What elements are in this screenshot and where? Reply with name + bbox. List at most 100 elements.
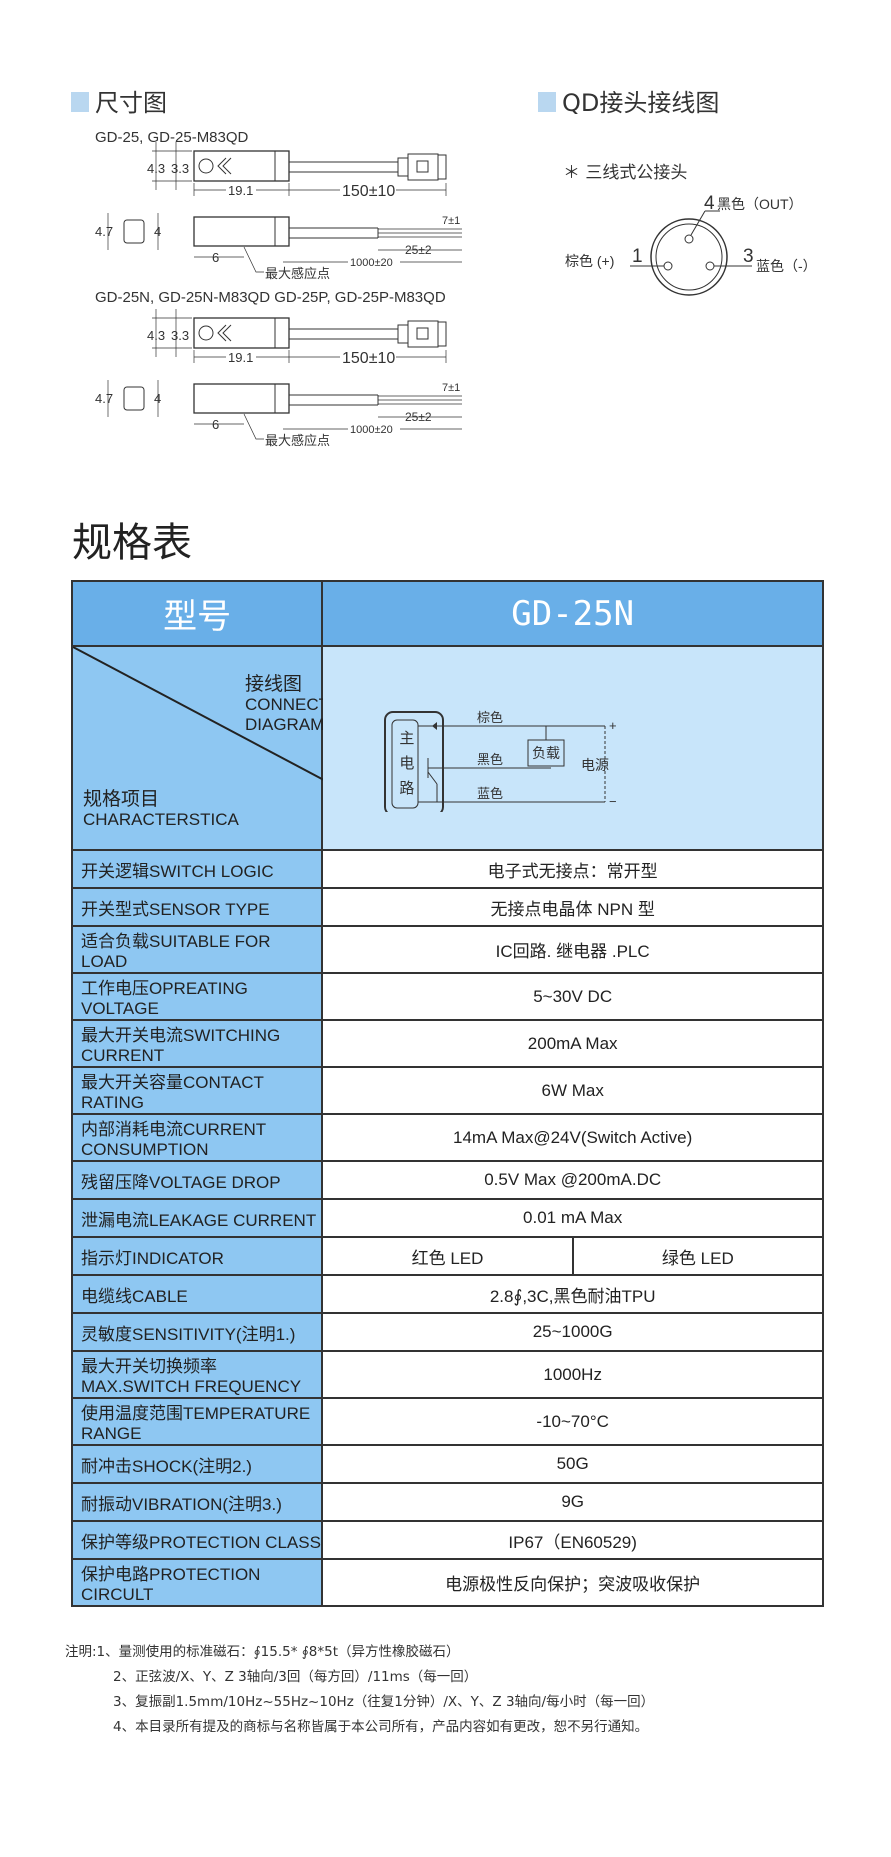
spec-value: IP67（EN60529) [321, 1520, 824, 1560]
table-row: 灵敏度SENSITIVITY(注明1.) 25~1000G [70, 1312, 824, 1352]
dimension-drawing-1: 4.3 3.3 19.1 150±10 4.7 4 7±1 25±2 1000±… [95, 142, 462, 281]
spec-title: 规格表 [72, 520, 192, 566]
diagram-row: 接线图 CONNECT DIAGRAM 规格项目 CHARACTERSTICA [70, 645, 824, 851]
spec-value: -10~70°C [321, 1397, 824, 1446]
header-label: 型号 [70, 580, 324, 647]
pin-3-number: 3 [743, 246, 754, 267]
spec-label: 指示灯INDICATOR [70, 1236, 324, 1276]
diagram-en: CONNECT DIAGRAM [245, 695, 329, 734]
spec-value: 200mA Max [321, 1019, 824, 1068]
dim-7: 7±1 [442, 215, 460, 227]
sense-point-label: 最大感应点 [265, 433, 330, 448]
sense-point-label: 最大感应点 [265, 266, 330, 281]
spec-label: 耐振动VIBRATION(注明3.) [70, 1482, 324, 1522]
spec-value: 1000Hz [321, 1350, 824, 1399]
minus-label: − [609, 794, 617, 809]
note-2: 2、正弦波/X、Y、Z 3轴向/3回（每方回）/11ms（每一回） [113, 1669, 478, 1685]
dim-150: 150±10 [342, 183, 395, 200]
spec-label: 工作电压OPREATING VOLTAGE [70, 972, 324, 1021]
dim-25: 25±2 [405, 243, 432, 257]
power-label: 电源 [581, 757, 609, 773]
dim-7: 7±1 [442, 382, 460, 394]
dim-3-3: 3.3 [171, 328, 189, 343]
note-3: 3、复振副1.5mm/10Hz~55Hz~10Hz（往复1分钟）/X、Y、Z 3… [113, 1694, 655, 1710]
spec-value: 6W Max [321, 1066, 824, 1115]
main-circuit-label: 主电路 [397, 729, 415, 805]
section-marker [71, 92, 89, 112]
dim-3-3: 3.3 [171, 161, 189, 176]
spec-label: 开关型式SENSOR TYPE [70, 887, 324, 927]
dim-4-7: 4.7 [95, 224, 113, 239]
spec-value: 9G [321, 1482, 824, 1522]
header-model: GD-25N [321, 580, 824, 647]
diagram-cn: 接线图 [245, 674, 303, 695]
table-row: 电缆线CABLE 2.8∮,3C,黑色耐油TPU [70, 1274, 824, 1314]
spec-label: 残留压降VOLTAGE DROP [70, 1160, 324, 1200]
npn-circuit-diagram: 棕色 黑色 蓝色 负载 电源 + − [384, 710, 617, 812]
connect-diagram-cell: 棕色 黑色 蓝色 负载 电源 + − 主电路 [321, 645, 824, 851]
spec-value: 电源极性反向保护；突波吸收保护 [321, 1558, 824, 1607]
table-row: 最大开关切换频率MAX.SWITCH FREQUENCY 1000Hz [70, 1350, 824, 1399]
spec-label: 保护等级PROTECTION CLASS [70, 1520, 324, 1560]
qd-connector-diagram: 4 黑色（OUT） 1 棕色 (+) 3 蓝色（-） [565, 195, 817, 296]
dim-4-3: 4.3 [147, 161, 165, 176]
spec-value: 25~1000G [321, 1312, 824, 1352]
dim-4-7: 4.7 [95, 391, 113, 406]
table-row: 泄漏电流LEAKAGE CURRENT 0.01 mA Max [70, 1198, 824, 1238]
dim-150: 150±10 [342, 350, 395, 367]
spec-value-red: 红色 LED [321, 1236, 574, 1276]
notes: 注明:1、量测使用的标准磁石：∮15.5* ∮8*5t（异方性橡胶磁石） 2、正… [65, 1640, 654, 1740]
pin-4-label: 黑色（OUT） [717, 196, 803, 212]
table-row: 内部消耗电流CURRENT CONSUMPTION 14mA Max@24V(Sw… [70, 1113, 824, 1162]
table-row: 工作电压OPREATING VOLTAGE 5~30V DC [70, 972, 824, 1021]
spec-value: IC回路. 继电器 .PLC [321, 925, 824, 974]
qd-subtitle: ＊ 三线式公接头 [563, 163, 688, 183]
table-row: 残留压降VOLTAGE DROP 0.5V Max @200mA.DC [70, 1160, 824, 1200]
dim-1000: 1000±20 [350, 424, 393, 436]
spec-value-green: 绿色 LED [571, 1236, 825, 1276]
spec-label: 使用温度范围TEMPERATURE RANGE [70, 1397, 324, 1446]
spec-label: 适合负载SUITABLE FOR LOAD [70, 925, 324, 974]
black-wire-label: 黑色 [477, 752, 503, 767]
items-cn: 规格项目 [83, 789, 160, 810]
spec-label: 开关逻辑SWITCH LOGIC [70, 849, 324, 889]
spec-label: 灵敏度SENSITIVITY(注明1.) [70, 1312, 324, 1352]
spec-label: 内部消耗电流CURRENT CONSUMPTION [70, 1113, 324, 1162]
brown-wire-label: 棕色 [477, 710, 503, 725]
spec-label: 最大开关电流SWITCHING CURRENT [70, 1019, 324, 1068]
dim-6: 6 [212, 417, 219, 432]
table-row: 指示灯INDICATOR 红色 LED 绿色 LED [70, 1236, 825, 1276]
pin-4-number: 4 [704, 195, 715, 214]
section-marker [538, 92, 556, 112]
pin-1-label: 棕色 (+) [565, 253, 614, 269]
spec-value: 0.5V Max @200mA.DC [321, 1160, 824, 1200]
note-4: 4、本目录所有提及的商标与名称皆属于本公司所有，产品内容如有更改，恕不另行通知。 [113, 1719, 649, 1735]
table-row: 保护等级PROTECTION CLASS IP67（EN60529) [70, 1520, 824, 1560]
table-header-row: 型号 GD-25N [70, 580, 824, 647]
dim-19-1: 19.1 [228, 183, 253, 198]
spec-value: 0.01 mA Max [321, 1198, 824, 1238]
items-en: CHARACTERSTICA [83, 810, 239, 829]
dim-6: 6 [212, 250, 219, 265]
dim-4-3: 4.3 [147, 328, 165, 343]
dim-4: 4 [154, 224, 161, 239]
dim-25: 25±2 [405, 410, 432, 424]
spec-label: 最大开关切换频率MAX.SWITCH FREQUENCY [70, 1350, 324, 1399]
dim-4: 4 [154, 391, 161, 406]
spec-value: 5~30V DC [321, 972, 824, 1021]
pin-3-label: 蓝色（-） [756, 258, 817, 274]
spec-value: 14mA Max@24V(Switch Active) [321, 1113, 824, 1162]
spec-value: 2.8∮,3C,黑色耐油TPU [321, 1274, 824, 1314]
dimensions-title: 尺寸图 [95, 89, 167, 117]
plus-label: + [609, 718, 617, 733]
table-row: 适合负载SUITABLE FOR LOAD IC回路. 继电器 .PLC [70, 925, 824, 974]
diagram-label-cell: 接线图 CONNECT DIAGRAM 规格项目 CHARACTERSTICA [70, 645, 454, 851]
pin-1-number: 1 [632, 246, 643, 267]
table-row: 耐冲击SHOCK(注明2.) 50G [70, 1444, 824, 1484]
blue-wire-label: 蓝色 [477, 786, 503, 801]
spec-value: 无接点电晶体 NPN 型 [321, 887, 824, 927]
spec-table: 型号 GD-25N 接线图 CONNECT DIAGRAM 规格项目 CHARA… [70, 580, 825, 1607]
model-list-2: GD-25N, GD-25N-M83QD GD-25P, GD-25P-M83Q… [95, 289, 446, 306]
table-row: 最大开关电流SWITCHING CURRENT 200mA Max [70, 1019, 824, 1068]
load-label: 负载 [532, 745, 560, 761]
